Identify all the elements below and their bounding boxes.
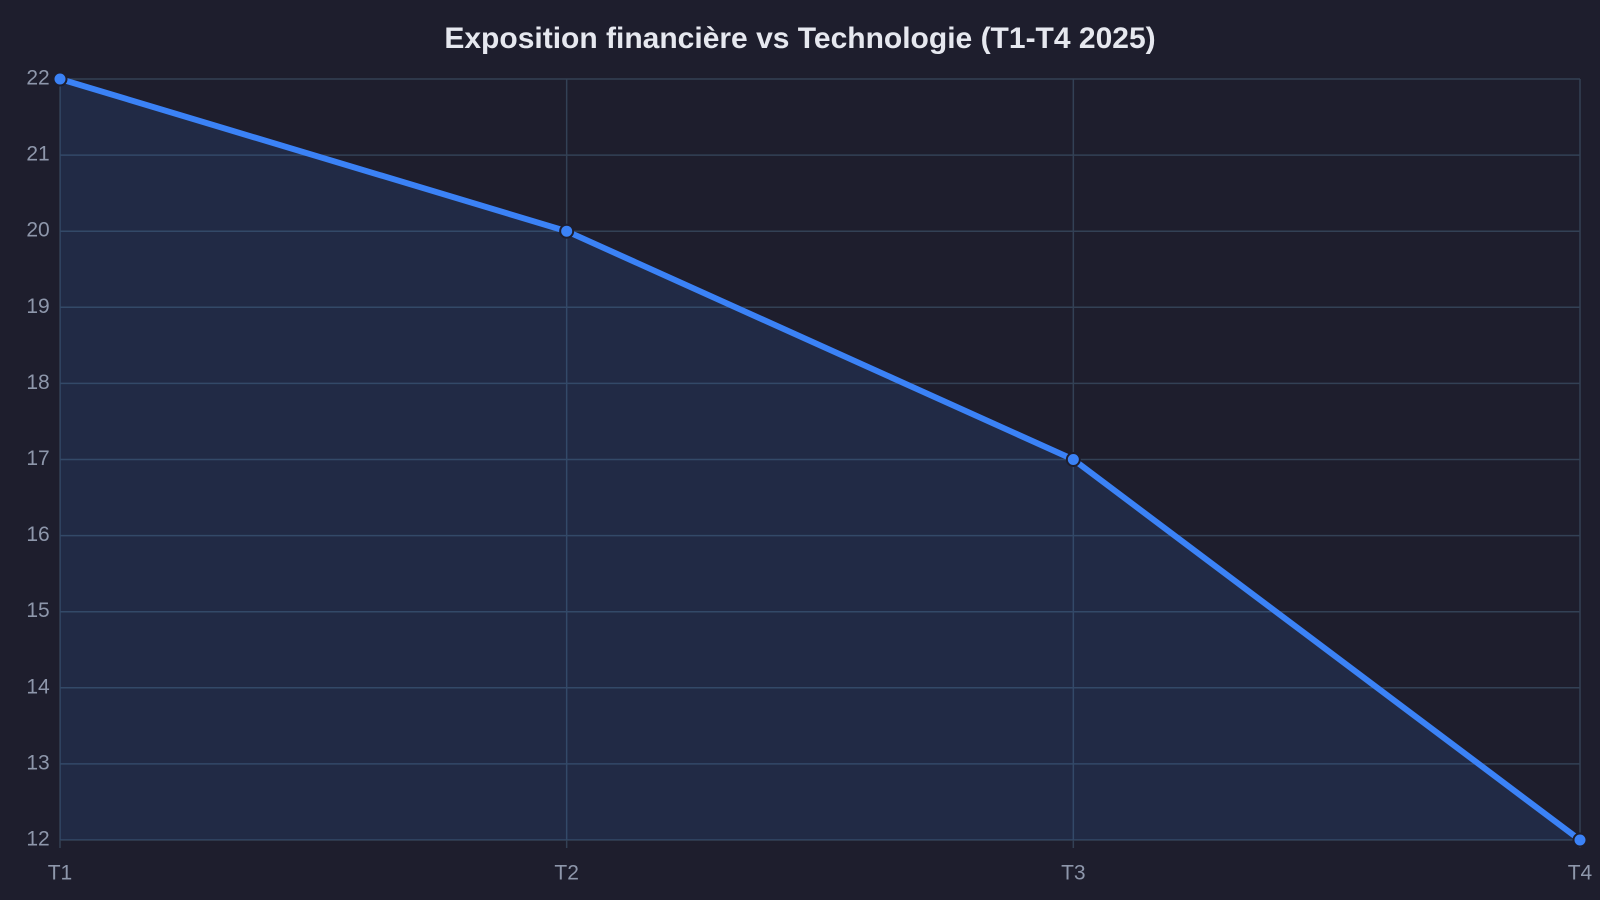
y-tick-label: 20	[26, 219, 49, 242]
point	[1572, 832, 1588, 848]
y-tick-label: 18	[26, 371, 49, 394]
point	[559, 223, 575, 239]
y-tick-label: 16	[26, 523, 49, 546]
y-tick-label: 22	[26, 67, 49, 90]
y-tick-label: 21	[26, 143, 49, 166]
y-tick-label: 14	[26, 675, 50, 698]
y-tick-label: 13	[26, 751, 49, 774]
x-tick-label: T2	[554, 862, 579, 885]
y-tick-label: 19	[26, 295, 49, 318]
x-tick-label: T4	[1568, 862, 1593, 885]
x-tick-label: T3	[1061, 862, 1086, 885]
point	[1065, 452, 1081, 467]
y-tick-label: 15	[26, 599, 49, 622]
point	[52, 71, 68, 87]
line	[59, 76, 1582, 843]
chart-title: Exposition financière vs Technologie (T1…	[444, 22, 1155, 55]
y-tick-label: 12	[26, 828, 49, 851]
x-tick-label: T1	[48, 862, 73, 885]
y-tick-label: 17	[26, 447, 49, 470]
area-fill	[60, 79, 1580, 840]
